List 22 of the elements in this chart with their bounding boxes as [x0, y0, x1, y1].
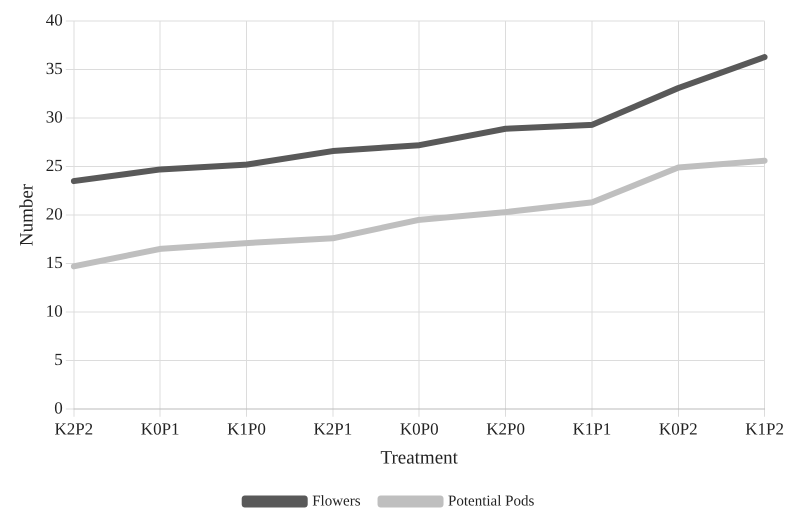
y-tick-label: 35 — [46, 59, 63, 78]
y-tick-label: 20 — [46, 204, 63, 224]
x-tick-label: K2P0 — [486, 419, 525, 438]
x-tick-label: K2P2 — [54, 419, 94, 438]
legend-label: Flowers — [312, 493, 361, 510]
x-axis-title: Treatment — [380, 448, 459, 469]
x-tick-label: K1P2 — [745, 419, 784, 438]
y-tick-label: 25 — [46, 156, 63, 176]
y-tick-label: 0 — [54, 398, 63, 418]
y-axis-title: Number — [16, 183, 38, 246]
x-tick-label: K0P0 — [400, 419, 439, 438]
x-tick-label: K1P0 — [227, 419, 266, 438]
x-tick-label: K0P2 — [658, 419, 698, 438]
y-tick-label: 15 — [46, 252, 63, 272]
legend-label: Potential Pods — [448, 493, 534, 510]
y-tick-label: 30 — [46, 108, 63, 127]
x-tick-label: K2P1 — [313, 419, 352, 438]
x-tick-label: K1P1 — [572, 419, 612, 438]
y-tick-label: 5 — [54, 350, 63, 369]
y-tick-label: 40 — [46, 10, 63, 30]
y-tick-label: 10 — [46, 301, 63, 320]
x-tick-label: K0P1 — [140, 419, 180, 438]
